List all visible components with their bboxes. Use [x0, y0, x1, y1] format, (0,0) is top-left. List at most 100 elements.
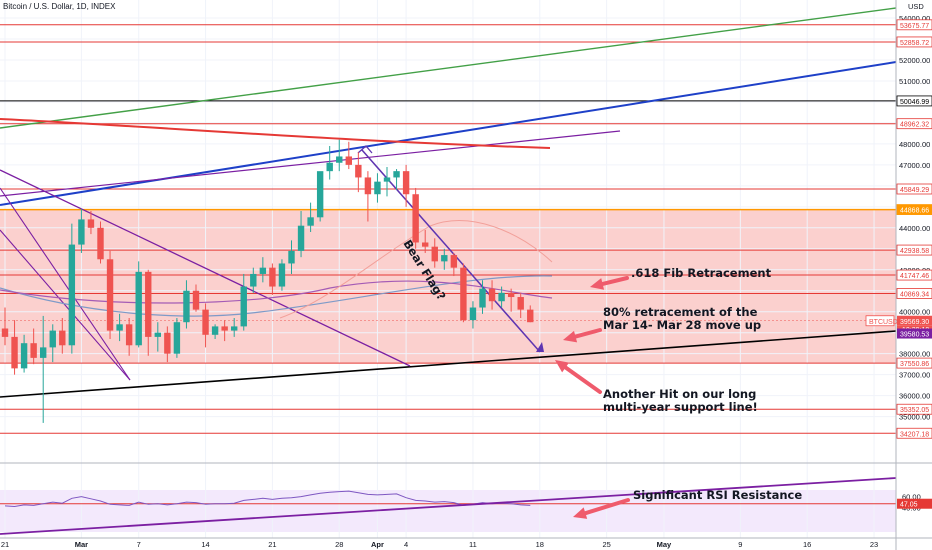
time-tick-label: 4 — [404, 540, 408, 549]
symbol-tag-bg — [865, 315, 895, 327]
rsi-resistance-label: Significant RSI Resistance — [633, 488, 802, 502]
price-tick-label: 47000.00 — [899, 161, 930, 170]
candle-body — [383, 177, 391, 182]
candle-body — [364, 177, 372, 195]
candle-body — [1, 328, 9, 337]
support-label-line1: Another Hit on our long — [603, 387, 756, 401]
level-tag-bg — [896, 36, 932, 48]
level-tag-bg — [896, 269, 932, 281]
retrace-label-line2: Mar 14- Mar 28 move up — [603, 318, 761, 332]
candle-body — [87, 219, 95, 228]
descending-trend-line-2 — [0, 187, 131, 381]
time-tick-label: Apr — [371, 540, 384, 549]
bear-flag-peak — [357, 145, 373, 154]
candle-body — [145, 271, 152, 337]
candle-body — [498, 292, 505, 302]
price-tick-label: 40000.00 — [899, 308, 930, 317]
rsi-level-tag: 47.05 — [900, 502, 918, 509]
candle-body — [307, 217, 314, 226]
time-tick-label: 9 — [738, 540, 742, 549]
price-tags: 53675.77 52858.72 50046.99 48962.32 45849.29… — [865, 19, 932, 509]
candle-body — [154, 332, 161, 337]
rsi-tick-label: 60.00 — [902, 493, 921, 502]
candle-body — [269, 267, 276, 287]
fib-arrow-shaft — [600, 276, 629, 286]
time-tick-label: Mar — [75, 540, 88, 549]
candle-body — [345, 156, 352, 165]
level-tag-bg — [896, 244, 932, 256]
candle-body — [192, 290, 200, 310]
candle-body — [460, 267, 467, 321]
ma-200-curve — [0, 118, 551, 149]
currency-label: USD — [908, 2, 924, 11]
candle-body — [336, 156, 343, 163]
price-tick-label: 37000.00 — [899, 371, 930, 380]
candle-body — [402, 171, 410, 195]
level-tag-bg — [896, 204, 932, 215]
candle-body — [288, 250, 295, 264]
support-label-line2: multi-year support line! — [603, 400, 758, 414]
fib-label: .618 Fib Retracement — [631, 266, 772, 280]
candle-body — [164, 332, 171, 354]
candle-body — [488, 288, 496, 302]
candle-body — [20, 343, 28, 369]
rsi-level-tag-bg — [897, 498, 932, 509]
level-tag-bg — [896, 357, 932, 369]
price-tick-label: 48000.00 — [899, 140, 930, 149]
level-tag: 37550.86 — [900, 361, 929, 368]
level-tag: 48962.32 — [900, 122, 929, 129]
support-tag: 39580.53 — [900, 332, 929, 339]
candle-body — [479, 288, 486, 308]
rsi-line — [4, 490, 531, 508]
price-tick-label: 54000.00 — [899, 14, 930, 23]
support-arrow-head — [555, 360, 570, 373]
price-tick-label: 52000.00 — [899, 56, 930, 65]
price-tick-label: 35000.00 — [899, 413, 930, 422]
candle-body — [211, 326, 219, 335]
rsi-panel — [0, 477, 897, 535]
candle-body — [231, 326, 238, 331]
time-tick-label: 21 — [1, 540, 9, 549]
support-arrow-shaft — [563, 365, 602, 394]
candle-body — [297, 225, 305, 251]
time-tick-label: 11 — [469, 540, 477, 549]
candle-body — [173, 322, 181, 354]
current-price-tag-bg — [897, 315, 932, 326]
level-tag-bg — [896, 118, 932, 130]
level-tag-bg — [896, 288, 932, 299]
time-tick-label: May — [657, 540, 672, 549]
candle-body — [431, 246, 438, 262]
level-tag: 41747.46 — [900, 273, 929, 280]
time-tick-label: 23 — [870, 540, 878, 549]
level-tag: 42938.58 — [900, 248, 929, 255]
time-tick-label: 21 — [268, 540, 276, 549]
level-tag-bg — [896, 403, 932, 415]
candle-body — [202, 309, 209, 335]
retrace-label-line1: 80% retracement of the — [603, 305, 758, 319]
price-tick-label: 44000.00 — [899, 224, 930, 233]
purple-upper-trend-line — [0, 130, 621, 197]
level-tag-bg — [896, 427, 932, 439]
level-tag: 44868.66 — [900, 208, 929, 215]
candle-body — [316, 171, 324, 218]
time-tick-label: 14 — [201, 540, 209, 549]
horizontal-levels — [0, 24, 896, 434]
bear-flag-line — [361, 149, 541, 353]
descending-trend-line-3 — [0, 229, 131, 381]
time-tick-label: 18 — [536, 540, 544, 549]
candle-body — [250, 273, 257, 287]
candle-body — [106, 259, 114, 331]
time-tick-label: 25 — [602, 540, 610, 549]
level-tag: 50046.99 — [900, 99, 929, 106]
time-tick-label: 28 — [335, 540, 343, 549]
candle-body — [278, 263, 286, 287]
candle-body — [422, 242, 429, 247]
candle-body — [240, 286, 247, 327]
level-tag: 34207.18 — [900, 431, 929, 438]
candle-body — [59, 330, 66, 346]
time-axis: 21 Mar 7 14 21 28 Apr 4 11 18 25 May 9 16 23 — [1, 540, 878, 549]
price-tick-label: 38000.00 — [899, 350, 930, 359]
candle-body — [183, 290, 190, 323]
blue-trend-line — [0, 61, 897, 206]
